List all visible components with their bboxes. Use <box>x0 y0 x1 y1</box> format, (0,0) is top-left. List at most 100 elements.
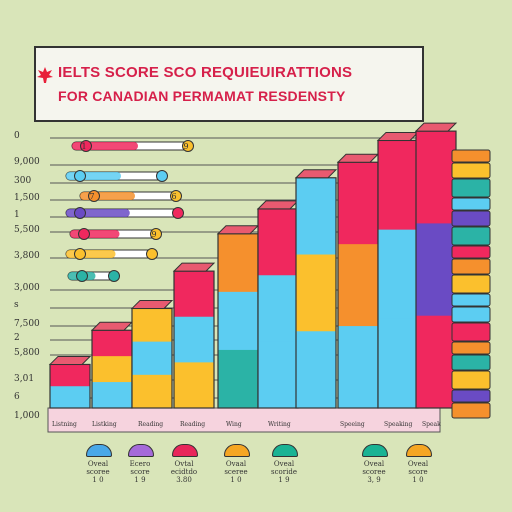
chart-title-line-1: IELTS SCORE SCO REQUIEUIRATTIONS <box>58 64 353 81</box>
range-pill-left-knob <box>88 190 100 202</box>
pill-label: 9 <box>151 230 156 239</box>
bar-segment <box>416 131 456 224</box>
bar-segment <box>174 316 214 363</box>
bar-cap <box>172 262 216 272</box>
bar-segment <box>338 244 378 327</box>
bar-cap <box>130 299 174 309</box>
range-pill-left-knob <box>74 207 86 219</box>
legend-swatch <box>406 444 432 457</box>
bar-segment <box>132 308 172 343</box>
book-spine <box>451 370 491 390</box>
y-tick-label: 3,000 <box>14 283 40 293</box>
bar-cap <box>336 153 380 163</box>
range-pill-left-knob <box>78 228 90 240</box>
y-tick-label: 300 <box>14 176 32 186</box>
bar-segment <box>296 254 336 332</box>
bar-segment <box>218 233 258 293</box>
x-axis-band <box>47 407 441 433</box>
pill-label: 9 <box>183 142 188 151</box>
bar-segment <box>416 315 456 409</box>
y-tick-label: 6 <box>14 392 20 402</box>
y-tick-label: 0 <box>14 131 20 141</box>
y-tick-label: 1 <box>14 210 20 220</box>
bar-cap <box>90 321 134 331</box>
book-spine <box>451 402 491 419</box>
range-pill-left-knob <box>74 170 86 182</box>
bar-segment <box>258 275 298 343</box>
book-spine <box>451 226 491 246</box>
bar-segment <box>416 223 456 317</box>
bar-segment <box>218 291 258 351</box>
book-spine <box>451 389 491 403</box>
y-tick-label: 5,500 <box>14 225 40 235</box>
title-banner <box>34 46 424 122</box>
book-spine <box>451 293 491 307</box>
bar-segment <box>50 386 90 409</box>
range-pill-right-knob <box>170 190 182 202</box>
legend-swatch <box>172 444 198 457</box>
y-tick-label: s <box>14 300 19 310</box>
pill-label: 1 <box>81 142 86 151</box>
range-pill-left-knob <box>74 248 86 260</box>
bar-segment <box>338 162 378 245</box>
bar-cap <box>376 131 420 141</box>
bar-segment <box>92 330 132 357</box>
book-spine <box>451 210 491 227</box>
y-tick-label: 5,800 <box>14 348 40 358</box>
legend-entry: Oveal scoree 1 0 <box>86 460 110 484</box>
bar-segment <box>296 177 336 256</box>
book-spine <box>451 306 491 323</box>
legend-entry: Oveal scoride 1 9 <box>271 460 297 484</box>
bar-segment <box>92 356 132 383</box>
legend-swatch <box>362 444 388 457</box>
bar-segment <box>92 382 132 409</box>
y-tick-label: 9,000 <box>14 157 40 167</box>
bar-segment <box>258 341 298 409</box>
bar-cap <box>294 169 338 179</box>
bar-segment <box>218 349 258 409</box>
legend-entry: Ovaal sceree 1 0 <box>224 460 248 484</box>
y-tick-label: 7,500 <box>14 319 40 329</box>
book-spine <box>451 258 491 275</box>
range-pill-fill <box>70 230 120 238</box>
maple-leaf-icon <box>37 67 53 83</box>
chart-title-line-2: FOR CANADIAN PERMAMAT RESDENSTY <box>58 88 346 104</box>
y-tick-label: 3,800 <box>14 251 40 261</box>
bar-segment <box>378 318 418 409</box>
x-tick-label: Reading <box>180 421 206 428</box>
range-pill-right-knob <box>150 228 162 240</box>
x-tick-label: Speak <box>422 421 441 428</box>
range-pill-right-knob <box>108 270 120 282</box>
bar-cap <box>216 225 260 235</box>
x-tick-label: Writing <box>268 421 291 428</box>
bar-cap <box>256 200 300 210</box>
bar-cap <box>414 122 458 132</box>
pill-label: 7 <box>89 192 94 201</box>
y-tick-label: 1,000 <box>14 411 40 421</box>
range-pill-right-knob <box>172 207 184 219</box>
book-spine <box>451 341 491 355</box>
legend-entry: Ecero score 1 9 <box>129 460 151 484</box>
book-spine <box>451 274 491 294</box>
book-spine <box>451 322 491 342</box>
bar-segment <box>338 326 378 409</box>
book-spine <box>451 149 491 163</box>
book-spine <box>451 178 491 198</box>
bar-segment <box>174 271 214 318</box>
range-pill-right-knob <box>182 140 194 152</box>
legend-swatch <box>272 444 298 457</box>
bar-segment <box>132 374 172 409</box>
y-tick-label: 2 <box>14 333 20 343</box>
x-tick-label: Listning <box>52 421 77 428</box>
range-pill-right-knob <box>156 170 168 182</box>
bar-cap <box>48 355 92 365</box>
x-tick-label: Speeing <box>340 421 365 428</box>
book-spine <box>451 162 491 179</box>
x-tick-label: Reading <box>138 421 164 428</box>
range-pill-right-knob <box>146 248 158 260</box>
bar-segment <box>296 331 336 409</box>
x-tick-label: Wing <box>226 421 242 428</box>
bar-segment <box>50 364 90 387</box>
range-pill-fill <box>66 250 116 258</box>
pill-label: 6 <box>171 192 176 201</box>
